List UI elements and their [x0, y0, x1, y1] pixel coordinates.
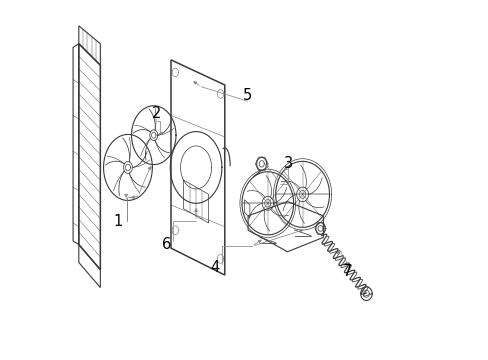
Text: 3: 3 — [283, 156, 292, 171]
Text: 2: 2 — [152, 106, 161, 121]
Text: 6: 6 — [162, 237, 171, 252]
Text: 7: 7 — [343, 264, 352, 279]
Text: 1: 1 — [113, 214, 122, 229]
Text: 4: 4 — [210, 260, 219, 275]
Text: 5: 5 — [242, 88, 251, 103]
